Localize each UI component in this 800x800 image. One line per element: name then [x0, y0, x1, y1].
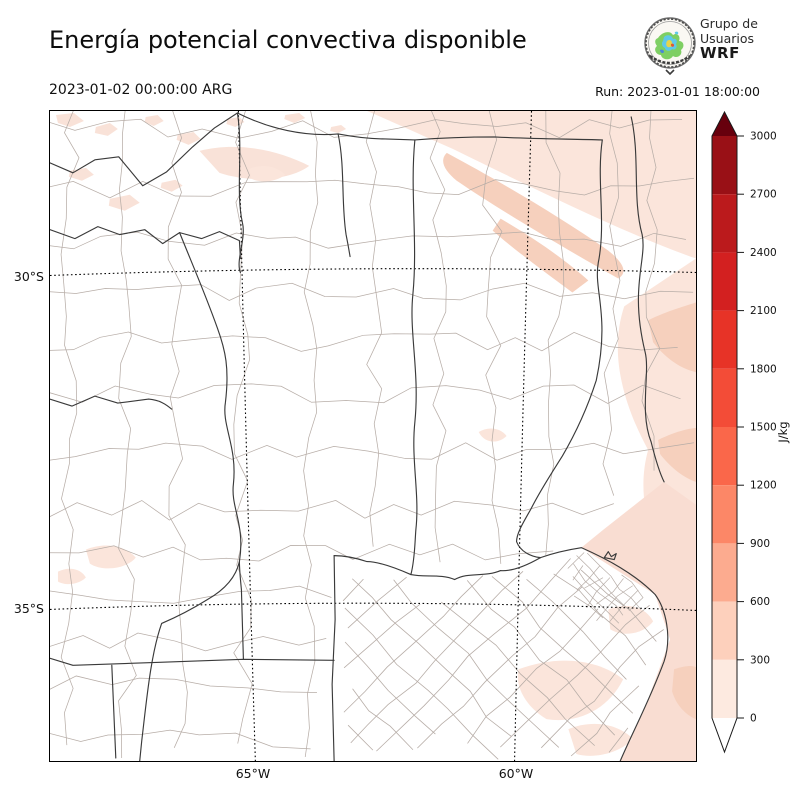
colorbar-segment: [712, 136, 737, 195]
colorbar-tick-label: 0: [750, 713, 757, 725]
colorbar-under-arrow: [712, 718, 737, 752]
ytick-30s: 30°S: [13, 269, 44, 284]
wrf-users-logo: [644, 17, 696, 76]
colorbar-segment: [712, 659, 737, 718]
run-time-label: Run: 2023-01-01 18:00:00: [595, 84, 760, 99]
colorbar-segment: [712, 368, 737, 427]
colorbar-tick-labels: 3000 2700 2400 2100 1800 1500 1200 900 6…: [750, 131, 777, 725]
colorbar-segment: [712, 601, 737, 660]
province-boundaries: [50, 112, 669, 761]
colorbar-tick-label: 2100: [750, 305, 777, 317]
page-title: Energía potencial convectiva disponible: [49, 26, 527, 54]
valid-time-label: 2023-01-02 00:00:00 ARG: [49, 82, 233, 98]
colorbar-tick-label: 3000: [750, 131, 777, 143]
graticule-60w: [514, 111, 533, 761]
map-axes: [49, 110, 697, 762]
xtick-60w: 60°W: [498, 766, 534, 781]
logo-line-2: Usuarios: [700, 30, 755, 46]
colorbar-segment: [712, 310, 737, 369]
logo-line-wrf: WRF: [700, 44, 740, 62]
graticule-35s: [50, 602, 696, 612]
colorbar-tick-label: 1800: [750, 363, 777, 375]
logo-line-1: Grupo de: [700, 16, 758, 31]
colorbar-tick-label: 1500: [750, 422, 777, 434]
ytick-35s: 35°S: [13, 601, 44, 616]
colorbar: 3000 2700 2400 2100 1800 1500 1200 900 6…: [711, 110, 790, 754]
graticule-30s: [50, 268, 696, 277]
colorbar-tick-label: 900: [750, 538, 770, 550]
globe-icon: [644, 17, 696, 76]
colorbar-segment: [712, 543, 737, 602]
map-svg: [50, 111, 696, 761]
colorbar-segment: [712, 427, 737, 486]
graticule: [50, 111, 696, 761]
colorbar-over-arrow: [712, 112, 737, 136]
colorbar-tick-label: 1200: [750, 480, 777, 492]
colorbar-tick-label: 2700: [750, 189, 777, 201]
colorbar-segment: [712, 485, 737, 544]
xtick-65w: 65°W: [235, 766, 271, 781]
colorbar-segments: [711, 110, 738, 754]
cape-shading: [55, 111, 696, 761]
graticule-65w: [237, 111, 256, 761]
colorbar-tick-label: 2400: [750, 247, 777, 259]
colorbar-tick-label: 600: [750, 596, 770, 608]
logo-text: Grupo de Usuarios WRF: [700, 16, 758, 62]
colorbar-tick-label: 300: [750, 654, 770, 666]
colorbar-segment: [712, 194, 737, 253]
colorbar-segment: [712, 252, 737, 311]
colorbar-ticks: [737, 135, 744, 719]
colorbar-unit-label: J/kg: [776, 421, 790, 443]
department-boundaries: [50, 111, 695, 760]
